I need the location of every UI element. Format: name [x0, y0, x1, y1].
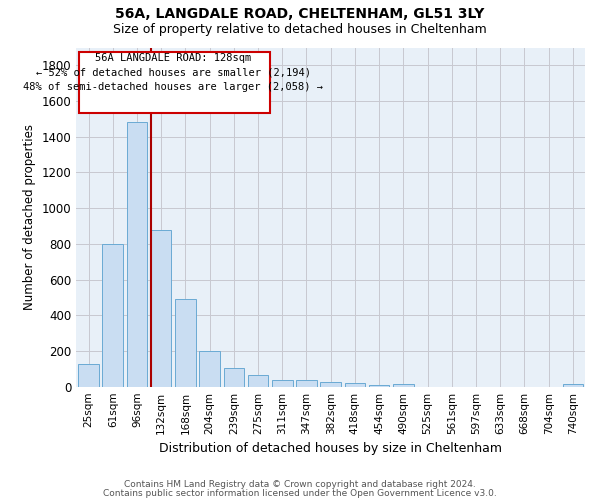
Text: ← 52% of detached houses are smaller (2,194): ← 52% of detached houses are smaller (2,…: [36, 68, 311, 78]
Bar: [127, 122, 147, 386]
Bar: [320, 382, 341, 386]
X-axis label: Distribution of detached houses by size in Cheltenham: Distribution of detached houses by size …: [159, 442, 502, 455]
Bar: [78, 364, 99, 386]
Bar: [563, 384, 583, 386]
Text: 56A LANGDALE ROAD: 128sqm: 56A LANGDALE ROAD: 128sqm: [95, 53, 251, 63]
Bar: [369, 385, 389, 386]
Bar: [393, 384, 413, 386]
Bar: [344, 383, 365, 386]
Bar: [224, 368, 244, 386]
Bar: [175, 299, 196, 386]
Bar: [272, 380, 293, 386]
Text: Contains public sector information licensed under the Open Government Licence v3: Contains public sector information licen…: [103, 489, 497, 498]
Bar: [103, 244, 123, 386]
Text: Size of property relative to detached houses in Cheltenham: Size of property relative to detached ho…: [113, 22, 487, 36]
Text: 56A, LANGDALE ROAD, CHELTENHAM, GL51 3LY: 56A, LANGDALE ROAD, CHELTENHAM, GL51 3LY: [115, 8, 485, 22]
Bar: [296, 380, 317, 386]
Bar: [151, 230, 172, 386]
Bar: [199, 351, 220, 386]
Y-axis label: Number of detached properties: Number of detached properties: [23, 124, 36, 310]
Text: Contains HM Land Registry data © Crown copyright and database right 2024.: Contains HM Land Registry data © Crown c…: [124, 480, 476, 489]
FancyBboxPatch shape: [79, 52, 270, 112]
Text: 48% of semi-detached houses are larger (2,058) →: 48% of semi-detached houses are larger (…: [23, 82, 323, 92]
Bar: [248, 375, 268, 386]
